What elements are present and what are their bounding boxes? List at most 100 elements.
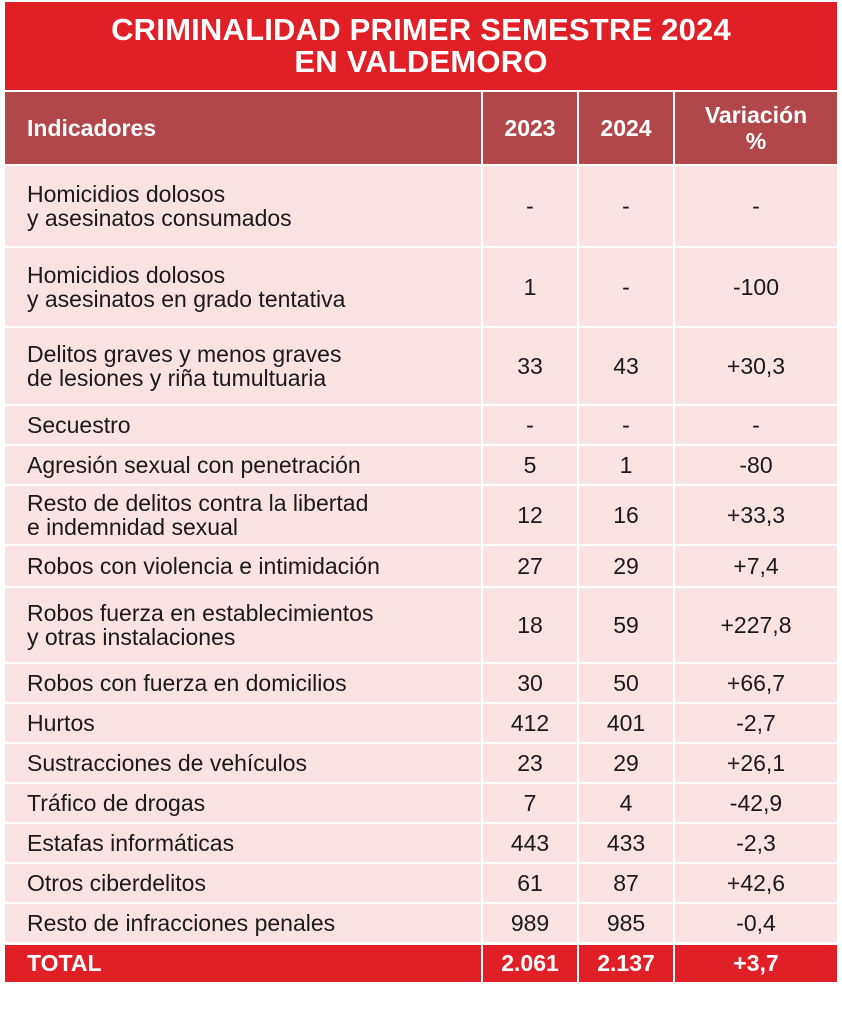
table-row: Agresión sexual con penetración 5 1 -80 (5, 444, 837, 484)
crime-table: Indicadores 2023 2024 Variación % Homici… (5, 92, 837, 982)
value-2023: - (483, 404, 579, 444)
value-2023: 27 (483, 544, 579, 586)
variation-value: +66,7 (675, 662, 837, 702)
table-row: Resto de delitos contra la libertad e ind… (5, 484, 837, 544)
column-header-variation: Variación % (675, 92, 837, 164)
table-row: Robos con fuerza en domicilios 30 50 +66,7 (5, 662, 837, 702)
value-2024: 4 (579, 782, 675, 822)
title-line-1: CRIMINALIDAD PRIMER SEMESTRE 2024 (111, 12, 731, 47)
variation-value: -2,7 (675, 702, 837, 742)
column-header-2023: 2023 (483, 92, 579, 164)
value-2023: 61 (483, 862, 579, 902)
indicator-cell: Robos con fuerza en domicilios (5, 662, 483, 702)
variation-value: -100 (675, 246, 837, 326)
table-row: Secuestro - - - (5, 404, 837, 444)
value-2023: - (483, 164, 579, 246)
column-header-2024: 2024 (579, 92, 675, 164)
value-2024: - (579, 164, 675, 246)
value-2024: 29 (579, 742, 675, 782)
table-row: Tráfico de drogas 7 4 -42,9 (5, 782, 837, 822)
table-row: Hurtos 412 401 -2,7 (5, 702, 837, 742)
total-2024: 2.137 (579, 942, 675, 982)
indicator-cell: Estafas informáticas (5, 822, 483, 862)
table-header: Indicadores 2023 2024 Variación % (5, 92, 837, 164)
total-row: TOTAL 2.061 2.137 +3,7 (5, 942, 837, 982)
indicator-cell: Tráfico de drogas (5, 782, 483, 822)
indicator-cell: Homicidios dolosos y asesinatos en grado … (5, 246, 483, 326)
value-2023: 443 (483, 822, 579, 862)
indicator-cell: Delitos graves y menos graves de lesiones… (5, 326, 483, 404)
indicator-line-1: Resto de infracciones penales (27, 910, 336, 936)
indicator-cell: Sustracciones de vehículos (5, 742, 483, 782)
variation-value: +42,6 (675, 862, 837, 902)
value-2023: 7 (483, 782, 579, 822)
table-row: Robos con violencia e intimidación 27 29 +7… (5, 544, 837, 586)
indicator-line-1: Delitos graves y menos graves (27, 341, 342, 367)
value-2024: 985 (579, 902, 675, 942)
table-row: Delitos graves y menos graves de lesiones… (5, 326, 837, 404)
indicator-line-1: Hurtos (27, 710, 95, 736)
total-variation: +3,7 (675, 942, 837, 982)
indicator-line-1: Resto de delitos contra la libertad (27, 490, 369, 516)
value-2023: 33 (483, 326, 579, 404)
indicator-cell: Otros ciberdelitos (5, 862, 483, 902)
indicator-line-2: de lesiones y riña tumultuaria (27, 365, 327, 391)
table-row: Resto de infracciones penales 989 985 -0,4 (5, 902, 837, 942)
variation-header-line-2: % (745, 128, 767, 154)
crime-statistics-sheet: CRIMINALIDAD PRIMER SEMESTRE 2024 EN VAL… (5, 2, 837, 1010)
variation-value: -80 (675, 444, 837, 484)
value-2024: 401 (579, 702, 675, 742)
variation-value: -0,4 (675, 902, 837, 942)
indicator-line-1: Robos fuerza en establecimientos (27, 600, 374, 626)
indicator-line-1: Otros ciberdelitos (27, 870, 206, 896)
variation-header-line-1: Variación (704, 102, 808, 128)
table-row: Homicidios dolosos y asesinatos en grado … (5, 246, 837, 326)
indicator-line-2: y otras instalaciones (27, 624, 236, 650)
table-row: Otros ciberdelitos 61 87 +42,6 (5, 862, 837, 902)
value-2023: 1 (483, 246, 579, 326)
indicator-line-1: Sustracciones de vehículos (27, 750, 307, 776)
value-2023: 12 (483, 484, 579, 544)
value-2024: 43 (579, 326, 675, 404)
indicator-line-1: Robos con fuerza en domicilios (27, 670, 347, 696)
table-body: Homicidios dolosos y asesinatos consumado… (5, 164, 837, 942)
value-2023: 23 (483, 742, 579, 782)
indicator-cell: Homicidios dolosos y asesinatos consumado… (5, 164, 483, 246)
variation-value: +227,8 (675, 586, 837, 662)
title-line-2: EN VALDEMORO (294, 44, 548, 79)
indicator-cell: Resto de delitos contra la libertad e ind… (5, 484, 483, 544)
table-row: Homicidios dolosos y asesinatos consumado… (5, 164, 837, 246)
value-2024: 1 (579, 444, 675, 484)
value-2023: 412 (483, 702, 579, 742)
value-2023: 989 (483, 902, 579, 942)
indicator-cell: Agresión sexual con penetración (5, 444, 483, 484)
table-row: Robos fuerza en establecimientos y otras … (5, 586, 837, 662)
indicator-line-2: y asesinatos consumados (27, 205, 292, 231)
indicator-line-2: e indemnidad sexual (27, 514, 238, 540)
value-2024: - (579, 246, 675, 326)
column-header-indicators: Indicadores (5, 92, 483, 164)
indicator-line-1: Robos con violencia e intimidación (27, 553, 380, 579)
indicator-line-1: Tráfico de drogas (27, 790, 206, 816)
indicator-line-1: Estafas informáticas (27, 830, 235, 856)
indicator-cell: Robos con violencia e intimidación (5, 544, 483, 586)
variation-value: - (675, 164, 837, 246)
variation-value: -2,3 (675, 822, 837, 862)
indicator-cell: Robos fuerza en establecimientos y otras … (5, 586, 483, 662)
table-row: Estafas informáticas 443 433 -2,3 (5, 822, 837, 862)
value-2024: 29 (579, 544, 675, 586)
indicator-cell: Hurtos (5, 702, 483, 742)
value-2024: 50 (579, 662, 675, 702)
indicator-line-1: Secuestro (27, 412, 131, 438)
total-label: TOTAL (5, 942, 483, 982)
value-2024: 433 (579, 822, 675, 862)
page-title: CRIMINALIDAD PRIMER SEMESTRE 2024 EN VAL… (5, 2, 837, 90)
variation-value: +33,3 (675, 484, 837, 544)
table-row: Sustracciones de vehículos 23 29 +26,1 (5, 742, 837, 782)
variation-value: +26,1 (675, 742, 837, 782)
value-2024: 87 (579, 862, 675, 902)
value-2023: 5 (483, 444, 579, 484)
value-2024: 59 (579, 586, 675, 662)
table-total: TOTAL 2.061 2.137 +3,7 (5, 942, 837, 982)
variation-value: - (675, 404, 837, 444)
